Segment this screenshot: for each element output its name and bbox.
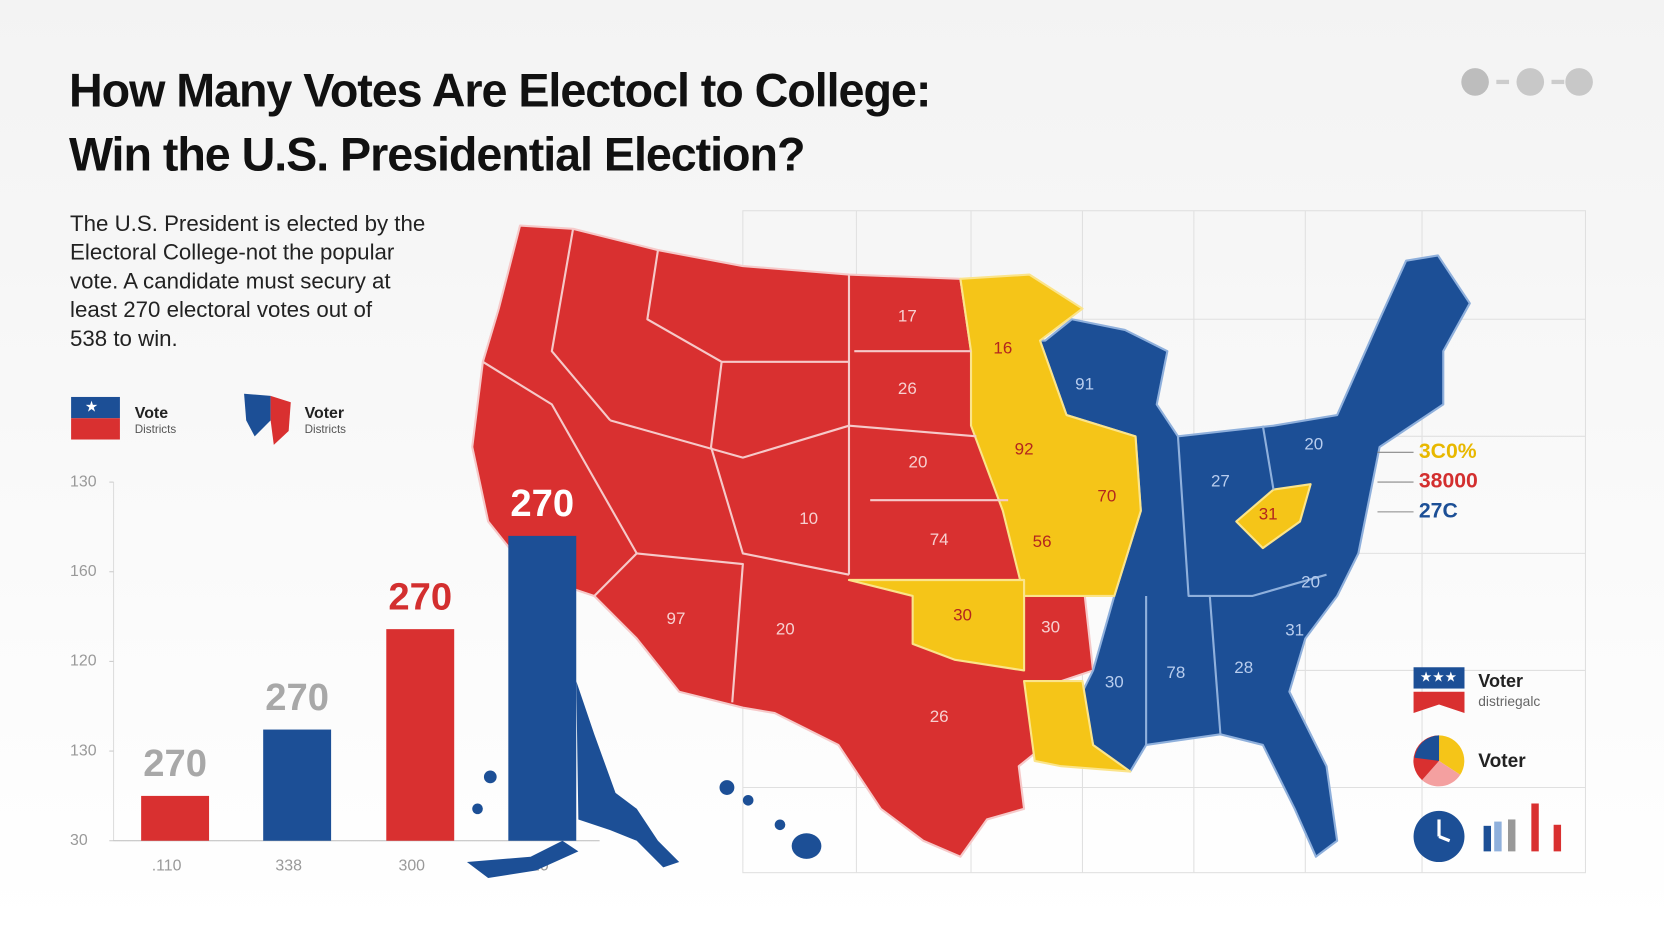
hawaii: [719, 780, 822, 859]
map-label: 78: [1166, 663, 1185, 682]
legend-label: Vote: [135, 405, 168, 422]
map-label: 17: [898, 307, 917, 326]
us-map: [471, 224, 1471, 858]
y-tick-label: 120: [70, 653, 97, 670]
control-dot[interactable]: [1461, 68, 1489, 96]
control-dot[interactable]: [1516, 68, 1545, 96]
map-label: 20: [776, 619, 795, 638]
bar-label: 270: [510, 482, 574, 525]
state-borders: [482, 228, 1327, 745]
callout: 38000: [1419, 469, 1478, 493]
y-tick-label: 130: [70, 473, 97, 490]
alaska: [466, 681, 680, 878]
map-region-yellow: [847, 578, 1026, 672]
svg-text:★: ★: [85, 400, 98, 416]
callout: 27C: [1419, 498, 1458, 522]
legend-label: Voter: [305, 405, 345, 422]
pie-icon: [1413, 735, 1465, 787]
map-label: 16: [993, 339, 1012, 358]
bar: [263, 729, 332, 841]
map-label: 20: [1304, 434, 1323, 453]
side-legend: ★★★ Voter distriegalc Voter: [1413, 667, 1562, 863]
map-label: 27: [1211, 472, 1230, 491]
title-line: How Many Votes Are Electocl to College:: [69, 64, 930, 116]
map-label: 97: [667, 609, 686, 628]
map-label: 30: [1105, 673, 1124, 692]
legend: ★ Vote Districts Voter Districts: [71, 393, 347, 445]
map-label: 20: [909, 452, 928, 471]
title-line: Win the U.S. Presidential Election?: [69, 128, 804, 180]
x-tick-label: 300: [398, 857, 425, 874]
y-tick-label: 160: [70, 563, 97, 580]
intro-line: vote. A candidate must secury at: [70, 268, 391, 293]
legend-sublabel: Districts: [135, 423, 177, 436]
map-region-yellow: [959, 273, 1142, 598]
control-bar: [1496, 79, 1510, 85]
side-legend-label: Voter: [1478, 751, 1526, 772]
map-label: 31: [1259, 505, 1278, 524]
y-tick-label: 30: [70, 832, 88, 849]
map-region-yellow: [1235, 483, 1312, 550]
map-label: 74: [930, 530, 949, 549]
control-dot[interactable]: [1565, 68, 1593, 96]
x-tick-label: 338: [275, 857, 302, 874]
x-tick-label: .110: [152, 857, 182, 874]
map-region-blue: [1038, 254, 1471, 858]
map-label: 26: [898, 379, 917, 398]
clock-icon: [1413, 810, 1465, 863]
map-region-yellow: [1023, 680, 1132, 773]
bar: [386, 629, 455, 841]
map-label: 26: [930, 707, 949, 726]
window-controls: [1461, 68, 1593, 96]
map-label: 30: [1041, 617, 1060, 636]
map-label: 91: [1075, 375, 1094, 394]
bar: [508, 535, 577, 841]
map-label: 31: [1285, 621, 1304, 640]
intro: The U.S. President is elected by the Elec…: [70, 211, 425, 351]
bar-label: 270: [265, 676, 329, 719]
bar: [141, 795, 210, 841]
mini-bars-icon: [1483, 803, 1562, 852]
map-label: 30: [953, 606, 972, 625]
map-label: 56: [1033, 532, 1052, 551]
map-label: 92: [1015, 440, 1034, 459]
legend-icon: ★: [71, 396, 120, 440]
side-legend-sublabel: distriegalc: [1478, 693, 1540, 709]
intro-line: least 270 electoral votes out of: [70, 297, 373, 322]
map-label: 10: [799, 509, 818, 528]
flag-icon: [1413, 691, 1465, 714]
flag-icon: [1413, 667, 1465, 689]
intro-line: 538 to win.: [70, 326, 178, 351]
y-tick-label: 130: [70, 742, 97, 759]
bar-label: 270: [143, 742, 207, 785]
legend-sublabel: Districts: [305, 423, 347, 436]
control-bar: [1551, 79, 1565, 85]
map-label: 70: [1097, 486, 1116, 505]
map-label: 28: [1234, 658, 1253, 677]
side-legend-label: Voter: [1478, 671, 1523, 691]
callout: 3C0%: [1419, 439, 1477, 463]
intro-line: The U.S. President is elected by the: [70, 211, 425, 236]
bar-label: 270: [388, 575, 452, 618]
intro-line: Electoral College-not the popular: [70, 240, 395, 265]
legend-icon: [244, 393, 291, 445]
map-label: 20: [1301, 573, 1320, 592]
map-labels: 17 16 26 91 92 20 70 10 27 20 31 74 56 97 20 30 30 20 31 30…: [667, 307, 1478, 726]
flag-stars: ★★★: [1420, 669, 1457, 685]
